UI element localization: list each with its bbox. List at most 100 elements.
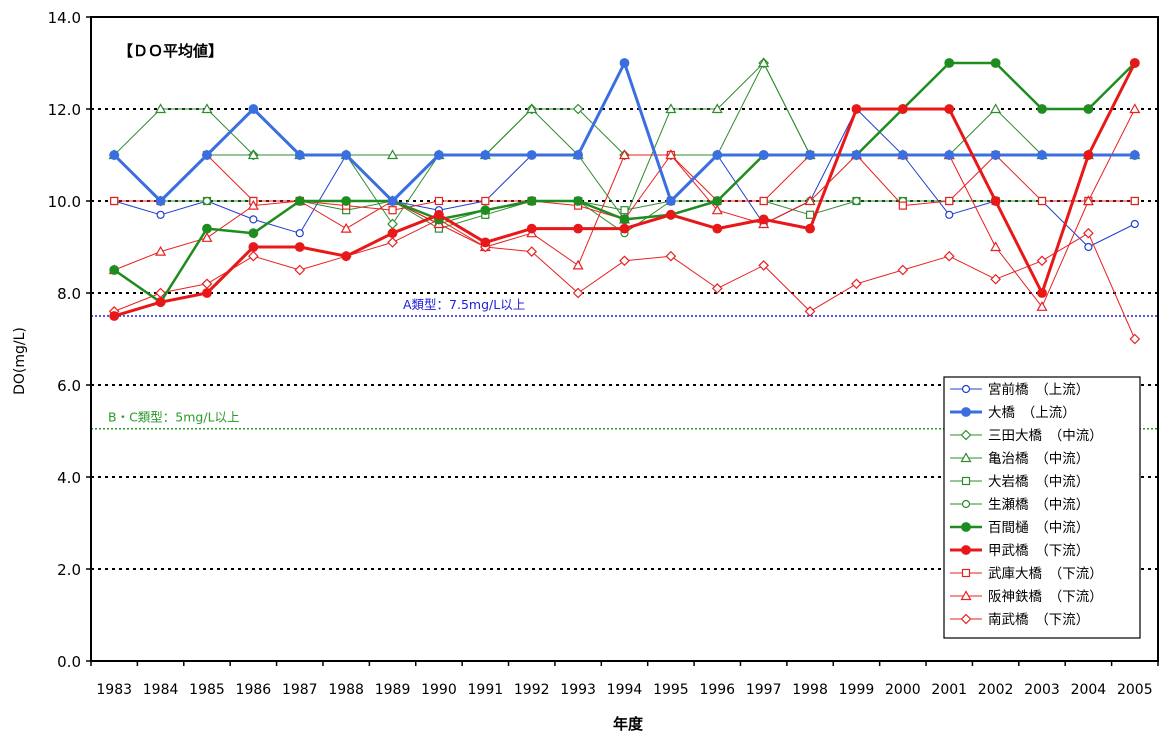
data-point (341, 251, 352, 262)
data-point (665, 196, 676, 206)
data-point (897, 150, 908, 160)
y-tick-label: 14.0 (48, 9, 81, 27)
data-point (202, 150, 212, 160)
data-point (712, 196, 723, 206)
legend-item: 三田大橋 （中流） (950, 428, 1103, 444)
x-tick-label: 2000 (885, 682, 921, 698)
x-tick-label: 1989 (375, 682, 411, 698)
data-point (990, 103, 1002, 114)
data-point (960, 452, 972, 463)
data-point (897, 104, 908, 114)
data-point (1082, 195, 1094, 206)
y-tick-label: 0.0 (57, 653, 81, 671)
data-point (572, 103, 584, 115)
data-point (945, 210, 954, 219)
legend-item: 亀治橋 （中流） (950, 451, 1089, 467)
y-tick-label: 2.0 (57, 561, 81, 579)
legend-item: 甲武橋 （下流） (950, 543, 1089, 559)
data-point (944, 58, 955, 68)
legend-item: 阪神鉄橋 （下流） (950, 589, 1103, 605)
data-point (202, 288, 212, 298)
legend: 宮前橋 （上流） 大橋 （上流） 三田大橋 （中流） 亀治橋 （中流） 大岩橋 （中流）… (943, 376, 1141, 639)
data-point (387, 237, 398, 248)
legend-label: 阪神鉄橋 （下流） (988, 589, 1103, 605)
data-point (340, 222, 352, 233)
data-point (1129, 150, 1140, 160)
data-point (480, 237, 491, 248)
chart-title: 【ＤＯ平均値】 (118, 42, 223, 60)
data-point (248, 250, 259, 262)
data-point (387, 196, 398, 206)
x-tick-label: 1985 (189, 682, 225, 698)
data-point (202, 223, 212, 234)
data-point (620, 206, 629, 215)
data-point (851, 278, 862, 290)
data-point (758, 260, 770, 271)
data-point (945, 196, 954, 206)
data-point (247, 149, 259, 160)
data-point (480, 205, 491, 216)
legend-item: 武庫大橋 （下流） (950, 566, 1103, 582)
data-point (712, 150, 723, 160)
data-point (155, 297, 166, 308)
y-tick-label: 4.0 (57, 469, 81, 487)
data-point (665, 149, 677, 160)
data-point (526, 196, 537, 206)
data-point (665, 250, 677, 262)
data-point (758, 214, 769, 225)
data-point (249, 215, 258, 224)
reference-line-label: A類型：7.5mg/L以上 (403, 297, 525, 312)
legend-label: 三田大橋 （中流） (988, 428, 1103, 444)
y-axis-label: DO(mg/L) (12, 327, 28, 395)
x-tick-label: 1994 (607, 682, 643, 698)
data-point (961, 545, 971, 555)
x-tick-label: 1984 (143, 682, 179, 698)
data-point (619, 214, 630, 225)
data-point (961, 499, 971, 509)
data-point (572, 259, 584, 270)
data-point (247, 199, 259, 210)
x-tick-label: 1983 (96, 682, 132, 698)
y-tick-label: 8.0 (57, 285, 81, 303)
data-point (155, 103, 167, 114)
series-line (113, 61, 1136, 304)
data-point (295, 229, 304, 238)
data-point (202, 196, 212, 206)
data-point (712, 223, 723, 234)
x-tick-label: 1992 (514, 682, 550, 698)
x-tick-label: 2001 (931, 682, 967, 698)
data-point (248, 242, 259, 252)
data-point (665, 209, 676, 220)
data-point (109, 265, 120, 275)
legend-item: 大岩橋 （中流） (950, 474, 1089, 490)
data-point (526, 246, 538, 257)
data-point (434, 150, 444, 160)
data-point (1036, 301, 1048, 311)
data-point (201, 232, 213, 242)
data-point (805, 210, 815, 219)
x-axis-label: 年度 (613, 715, 644, 733)
data-point (961, 384, 971, 394)
x-tick-label: 2004 (1071, 682, 1107, 698)
data-point (388, 206, 397, 215)
legend-label: 亀治橋 （中流） (988, 451, 1089, 467)
data-point (990, 196, 1001, 206)
data-point (1036, 255, 1048, 267)
data-point (110, 196, 119, 206)
data-point (526, 223, 537, 234)
legend-item: 百間樋 （中流） (950, 520, 1089, 536)
data-point (573, 223, 584, 234)
legend-item: 宮前橋 （上流） (950, 381, 1089, 398)
data-point (434, 209, 444, 220)
series-line (114, 218, 1136, 340)
data-point (898, 201, 907, 210)
x-tick-label: 1996 (699, 682, 735, 698)
data-point (1037, 196, 1047, 206)
x-tick-label: 1986 (236, 682, 272, 698)
data-point (943, 250, 955, 262)
data-point (618, 149, 631, 160)
data-point (572, 287, 584, 299)
plot-area (90, 16, 1159, 662)
data-point (960, 429, 972, 441)
